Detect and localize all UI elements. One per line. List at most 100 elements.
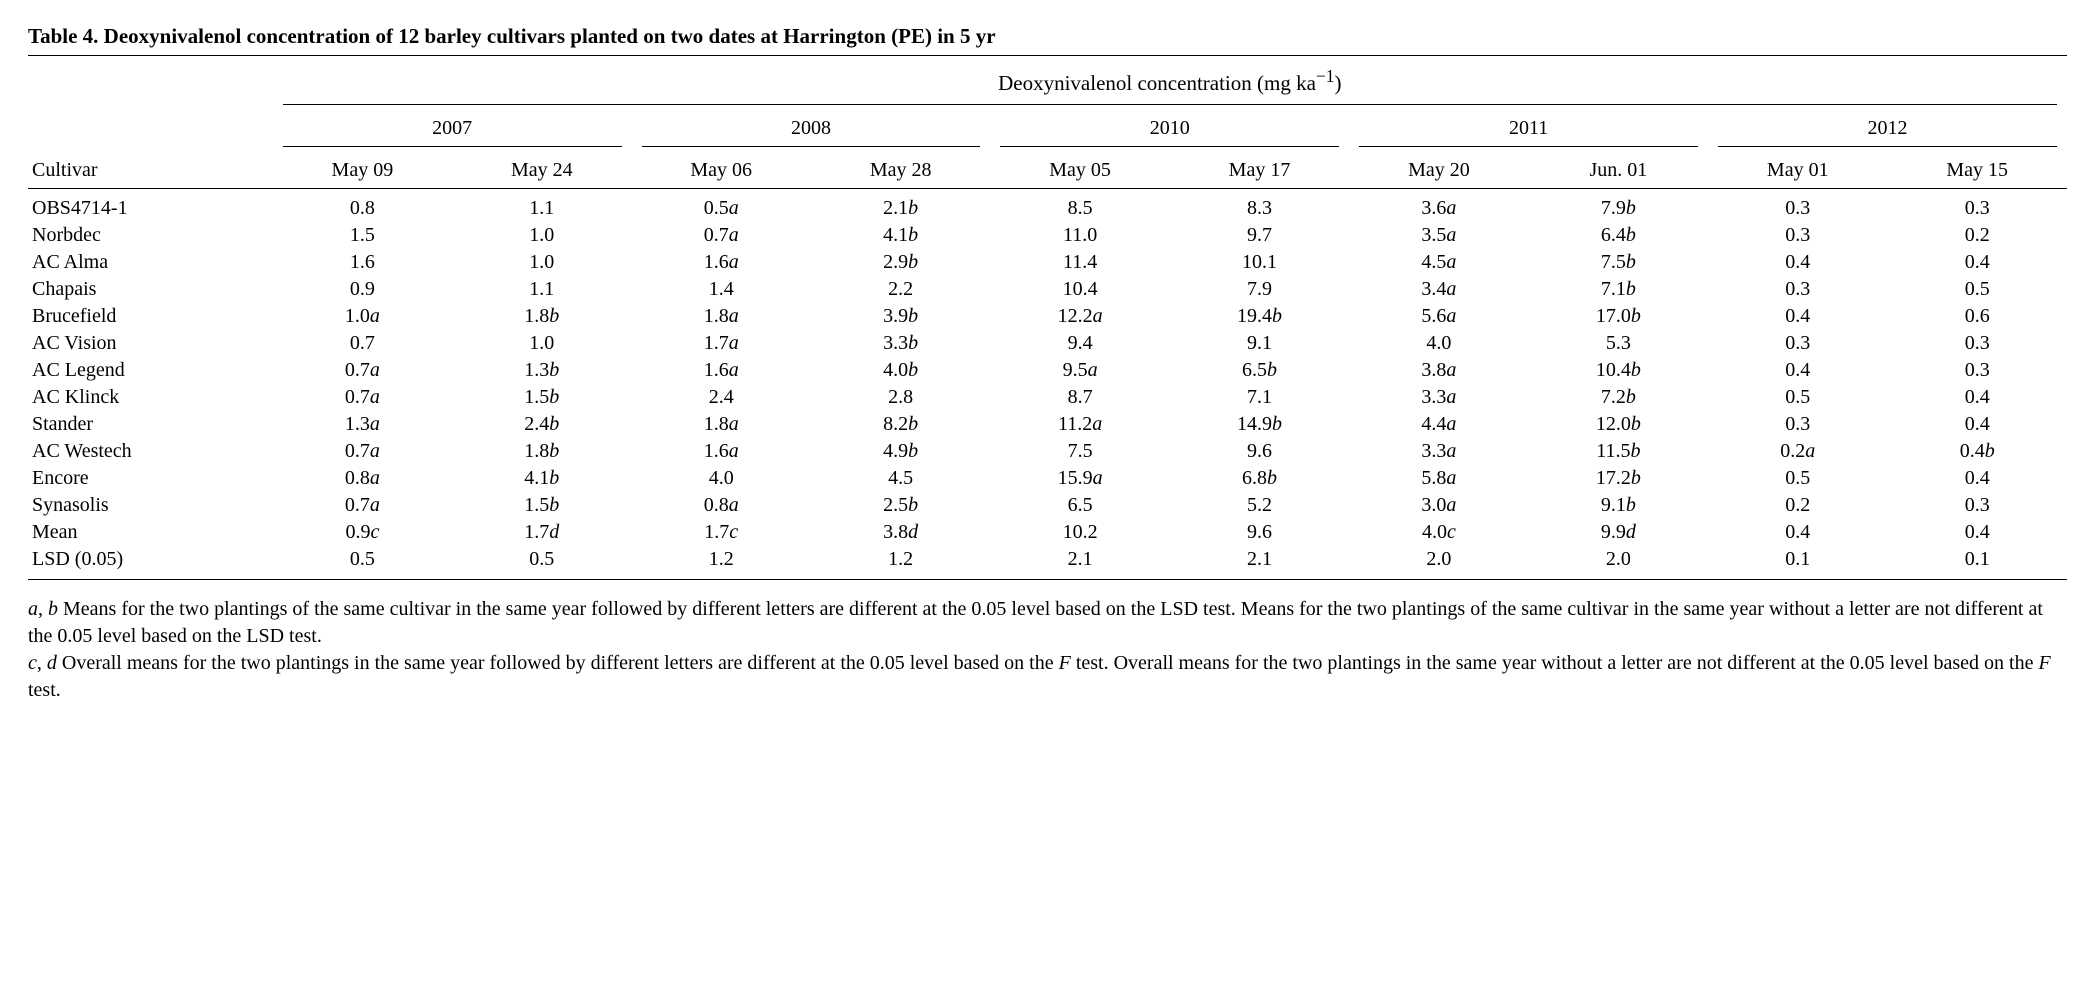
cell-number: 3.8 xyxy=(883,521,908,543)
table-row: AC Klinck0.7a1.5b2.42.88.77.13.3a7.2b0.5… xyxy=(28,384,2067,411)
cell-letter: b xyxy=(1272,413,1282,435)
table-row: AC Vision0.71.01.7a3.3b9.49.14.05.30.30.… xyxy=(28,330,2067,357)
cell-letter: a xyxy=(729,251,739,273)
value-cell: 3.3a xyxy=(1349,438,1528,465)
cell-number: 9.1 xyxy=(1601,494,1626,516)
date-header: May 28 xyxy=(811,155,990,189)
cell-number: 5.8 xyxy=(1421,467,1446,489)
value-cell: 1.1 xyxy=(452,189,631,223)
table-row: Stander1.3a2.4b1.8a8.2b11.2a14.9b4.4a12.… xyxy=(28,411,2067,438)
footnote-f: F xyxy=(1059,652,1071,674)
value-cell: 0.5 xyxy=(452,546,631,580)
cell-letter: b xyxy=(1626,197,1636,219)
value-cell: 3.5a xyxy=(1349,222,1528,249)
value-cell: 1.8a xyxy=(632,411,811,438)
value-cell: 0.3 xyxy=(1708,330,1887,357)
value-cell: 3.8d xyxy=(811,519,990,546)
cultivar-cell: Mean xyxy=(28,519,273,546)
cell-letter: a xyxy=(729,413,739,435)
cell-number: 1.0 xyxy=(529,224,554,246)
cell-letter: a xyxy=(1446,305,1456,327)
cell-letter: a xyxy=(1805,440,1815,462)
table-row: Encore0.8a4.1b4.04.515.9a6.8b5.8a17.2b0.… xyxy=(28,465,2067,492)
cell-letter: a xyxy=(370,413,380,435)
footnote-sep: , xyxy=(37,652,47,674)
value-cell: 1.4 xyxy=(632,276,811,303)
cell-letter: a xyxy=(729,197,739,219)
value-cell: 1.3a xyxy=(273,411,452,438)
value-cell: 4.1b xyxy=(452,465,631,492)
cell-number: 0.5 xyxy=(529,548,554,570)
value-cell: 9.1b xyxy=(1529,492,1708,519)
cell-number: 7.5 xyxy=(1601,251,1626,273)
value-cell: 2.9b xyxy=(811,249,990,276)
cell-number: 0.3 xyxy=(1785,278,1810,300)
cell-number: 0.1 xyxy=(1965,548,1990,570)
cell-number: 0.7 xyxy=(345,494,370,516)
value-cell: 12.0b xyxy=(1529,411,1708,438)
cell-letter: b xyxy=(908,224,918,246)
cell-number: 0.3 xyxy=(1785,224,1810,246)
cell-number: 9.6 xyxy=(1247,521,1272,543)
value-cell: 0.5 xyxy=(1708,465,1887,492)
cell-number: 0.4 xyxy=(1960,440,1985,462)
cell-number: 0.3 xyxy=(1785,413,1810,435)
value-cell: 17.2b xyxy=(1529,465,1708,492)
cell-number: 1.6 xyxy=(704,440,729,462)
spanner-header: Deoxynivalenol concentration (mg ka−1) xyxy=(273,56,2067,102)
value-cell: 2.1b xyxy=(811,189,990,223)
cell-number: 0.5 xyxy=(1785,386,1810,408)
cell-number: 1.0 xyxy=(529,251,554,273)
value-cell: 0.3 xyxy=(1708,222,1887,249)
value-cell: 17.0b xyxy=(1529,303,1708,330)
value-cell: 4.0 xyxy=(632,465,811,492)
cell-number: 4.0 xyxy=(1426,332,1451,354)
value-cell: 0.7a xyxy=(632,222,811,249)
cell-number: 6.4 xyxy=(1601,224,1626,246)
value-cell: 11.2a xyxy=(990,411,1169,438)
value-cell: 10.4b xyxy=(1529,357,1708,384)
value-cell: 1.1 xyxy=(452,276,631,303)
value-cell: 8.5 xyxy=(990,189,1169,223)
value-cell: 0.4 xyxy=(1887,519,2067,546)
value-cell: 0.3 xyxy=(1708,276,1887,303)
spanner-sup: −1 xyxy=(1316,66,1335,86)
cell-number: 0.5 xyxy=(1785,467,1810,489)
value-cell: 3.0a xyxy=(1349,492,1528,519)
cell-letter: b xyxy=(1631,413,1641,435)
cell-letter: b xyxy=(908,440,918,462)
cultivar-cell: Encore xyxy=(28,465,273,492)
table-row: Mean0.9c1.7d1.7c3.8d10.29.64.0c9.9d0.40.… xyxy=(28,519,2067,546)
table-row: LSD (0.05)0.50.51.21.22.12.12.02.00.10.1 xyxy=(28,546,2067,580)
cell-number: 4.4 xyxy=(1421,413,1446,435)
value-cell: 2.0 xyxy=(1529,546,1708,580)
cell-number: 3.8 xyxy=(1421,359,1446,381)
cell-letter: b xyxy=(1626,494,1636,516)
cell-number: 3.3 xyxy=(1421,386,1446,408)
cell-number: 17.2 xyxy=(1596,467,1631,489)
value-cell: 2.5b xyxy=(811,492,990,519)
value-cell: 0.4 xyxy=(1887,465,2067,492)
cell-letter: a xyxy=(1092,413,1102,435)
cell-letter: a xyxy=(729,359,739,381)
date-header: May 15 xyxy=(1887,155,2067,189)
cell-number: 4.9 xyxy=(883,440,908,462)
value-cell: 2.0 xyxy=(1349,546,1528,580)
value-cell: 0.7a xyxy=(273,384,452,411)
value-cell: 0.2 xyxy=(1887,222,2067,249)
cell-number: 0.4 xyxy=(1785,521,1810,543)
cell-number: 2.1 xyxy=(1247,548,1272,570)
cell-letter: a xyxy=(1446,413,1456,435)
cell-number: 7.5 xyxy=(1068,440,1093,462)
cell-letter: b xyxy=(1626,251,1636,273)
cell-number: 3.0 xyxy=(1421,494,1446,516)
cultivar-cell: AC Klinck xyxy=(28,384,273,411)
spanner-rule xyxy=(283,104,2057,105)
value-cell: 1.6 xyxy=(273,249,452,276)
footnote-cd: c, d Overall means for the two plantings… xyxy=(28,650,2067,704)
value-cell: 0.3 xyxy=(1887,189,2067,223)
cell-letter: a xyxy=(729,224,739,246)
value-cell: 0.1 xyxy=(1887,546,2067,580)
value-cell: 10.2 xyxy=(990,519,1169,546)
table-row: Chapais0.91.11.42.210.47.93.4a7.1b0.30.5 xyxy=(28,276,2067,303)
